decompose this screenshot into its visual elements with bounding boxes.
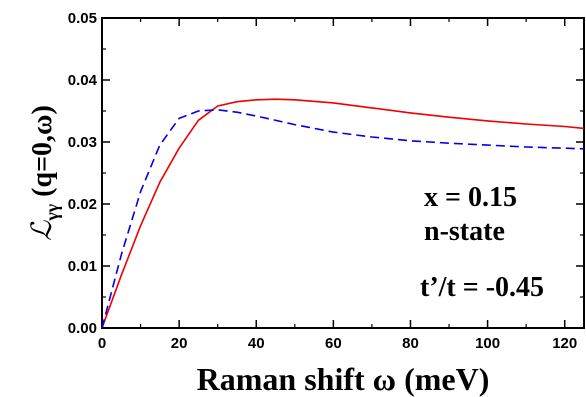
x-tick-label: 20 [171,335,188,352]
y-axis-title-symbol: ℒ [27,220,58,241]
annotation-doping: x = 0.15 [424,182,517,213]
annotation-state: n-state [424,216,505,247]
y-axis-title-subscript: γγ [42,203,62,221]
x-tick-label: 80 [402,335,419,352]
x-tick-label: 120 [552,335,577,352]
series-lines [101,98,585,329]
y-tick-label: 0.02 [68,196,97,213]
y-tick-label: 0.01 [68,258,97,275]
x-tick-label: 40 [248,335,265,352]
x-tick-label: 0 [98,335,106,352]
dashed-blue-curve [101,109,585,329]
y-axis-title-args: (q=0,ω) [27,105,58,204]
axis-ticks: 0 20 40 60 80 100 120 0.00 0.01 0.02 0.03 0.04 0.05 [68,10,584,352]
annotation-hopping: t’/t = -0.45 [420,272,544,303]
y-tick-label: 0.04 [68,72,98,89]
y-tick-label: 0.00 [68,320,97,337]
solid-red-curve [101,98,585,329]
x-tick-label: 100 [475,335,500,352]
y-tick-label: 0.05 [68,10,97,27]
x-tick-label: 60 [325,335,342,352]
x-axis-title: Raman shift ω (meV) [197,361,490,397]
y-tick-label: 0.03 [68,134,97,151]
y-axis-title: ℒγγ (q=0,ω) [27,105,62,241]
